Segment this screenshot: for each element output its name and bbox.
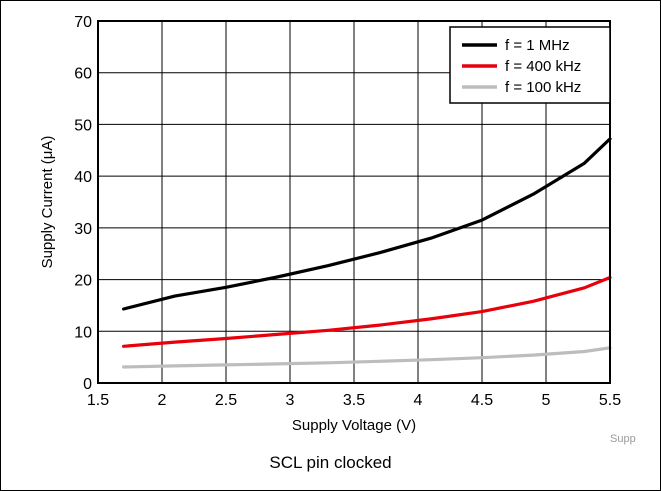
watermark-text: Supp <box>610 433 636 445</box>
x-tick-label: 5 <box>542 392 551 409</box>
series-layer <box>121 137 612 369</box>
x-tick-label: 4.5 <box>471 392 493 409</box>
x-tick-label: 4 <box>414 392 423 409</box>
x-tick-labels: 1.5 2 2.5 3 3.5 4 4.5 5 5.5 <box>87 392 621 409</box>
y-tick-label: 60 <box>74 66 92 83</box>
plot-area-border <box>97 20 611 384</box>
y-tick-label: 70 <box>74 14 92 31</box>
y-tick-label: 20 <box>74 273 92 290</box>
x-tick-label: 3 <box>286 392 295 409</box>
x-tick-label: 1.5 <box>87 392 109 409</box>
x-tick-label: 2.5 <box>215 392 237 409</box>
x-tick-label: 3.5 <box>343 392 365 409</box>
legend-label: f = 100 kHz <box>505 79 581 96</box>
series-line-f-400-khz <box>121 275 612 348</box>
x-axis-label: Supply Voltage (V) <box>292 417 416 434</box>
y-tick-labels: 0 10 20 30 40 50 60 70 <box>74 14 92 393</box>
x-tick-label: 2 <box>158 392 167 409</box>
y-tick-label: 50 <box>74 117 92 134</box>
y-axis-label: Supply Current (μA) <box>39 136 56 269</box>
series-line-f-100-khz <box>121 346 612 369</box>
y-tick-label: 40 <box>74 169 92 186</box>
x-tick-label: 5.5 <box>599 392 621 409</box>
legend-label: f = 1 MHz <box>505 37 570 54</box>
legend-label: f = 400 kHz <box>505 58 581 75</box>
y-tick-label: 10 <box>74 324 92 341</box>
series-line-f-1-mhz <box>121 137 612 311</box>
legend: f = 1 MHz f = 400 kHz f = 100 kHz <box>449 26 611 104</box>
y-tick-label: 0 <box>83 376 92 393</box>
y-tick-label: 30 <box>74 221 92 238</box>
figure-caption: SCL pin clocked <box>269 453 392 472</box>
